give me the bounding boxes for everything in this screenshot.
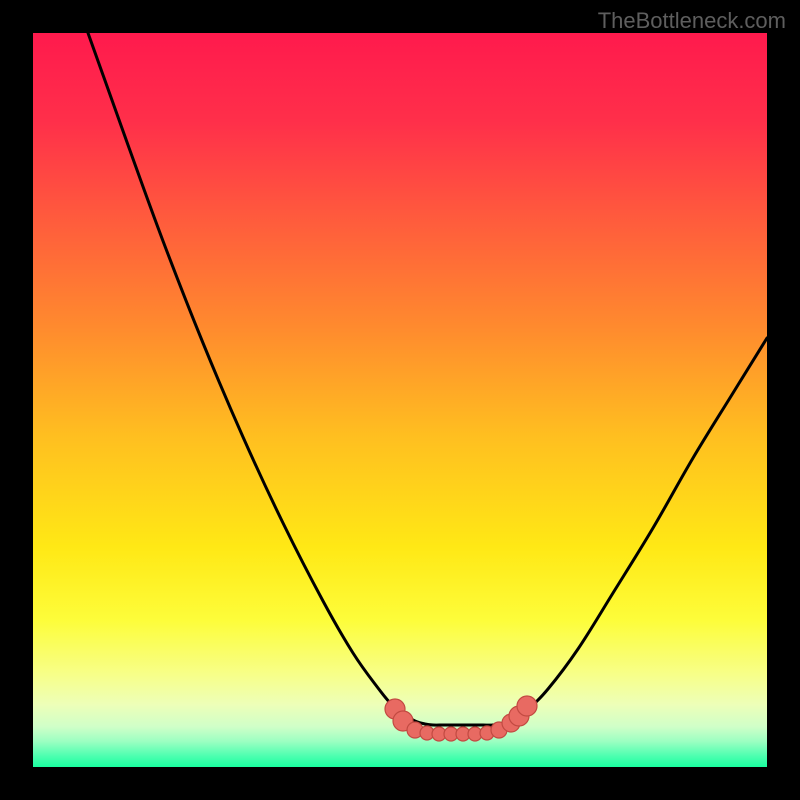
data-marker xyxy=(517,696,537,716)
chart-container: TheBottleneck.com xyxy=(0,0,800,800)
plot-area xyxy=(33,33,767,767)
gradient-background xyxy=(33,33,767,767)
plot-svg xyxy=(33,33,767,767)
watermark-text: TheBottleneck.com xyxy=(598,8,786,34)
